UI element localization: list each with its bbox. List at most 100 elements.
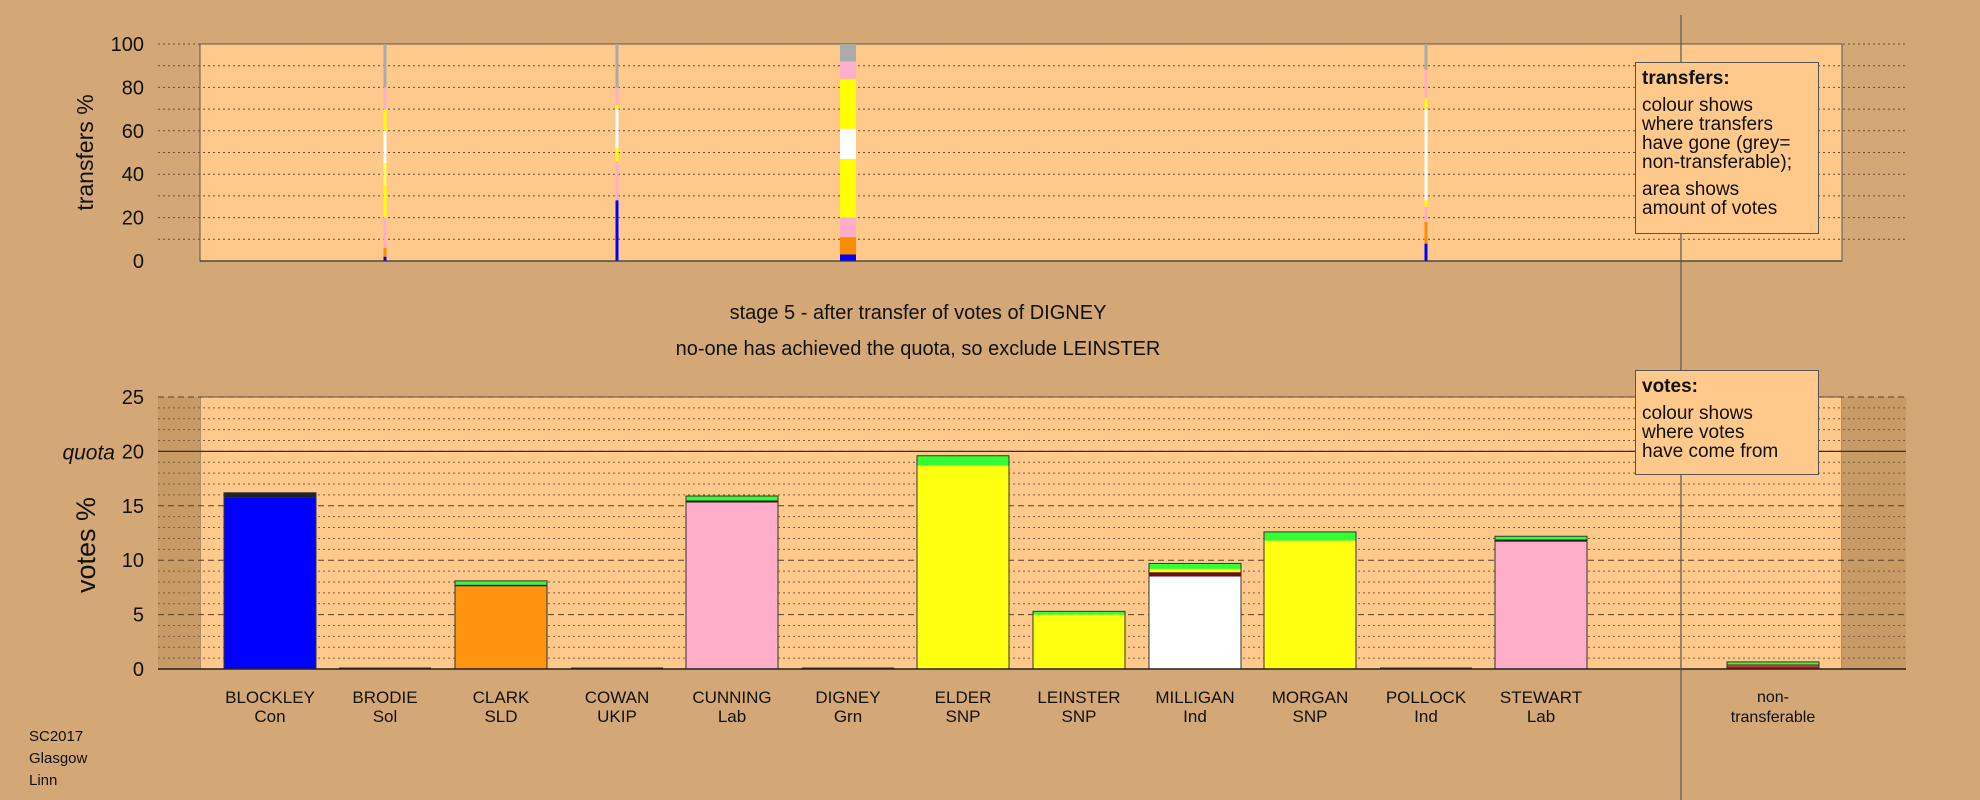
stage-caption: stage 5 - after transfer of votes of DIG… (729, 302, 1107, 324)
transfer-bar-segment (840, 61, 856, 79)
votes-tick-label: 10 (122, 550, 144, 572)
transfer-bar-segment (615, 109, 619, 149)
transfers-legend-line: colour shows (1642, 95, 1753, 116)
vote-bar-segment (1495, 539, 1587, 542)
transfers-legend-line: have gone (grey= (1642, 133, 1791, 154)
votes-legend-title: votes: (1642, 376, 1698, 397)
quota-label: quota (62, 441, 115, 464)
vote-bar-segment (1149, 568, 1241, 573)
transfer-bar-segment (840, 159, 856, 218)
source-line: Linn (29, 772, 58, 789)
votes-panel: 0 5 10 15 20 25 quota votes % (62, 387, 1906, 681)
candidate-party-label: Ind (1183, 707, 1207, 726)
transfer-bar-segment (840, 44, 856, 62)
transfers-legend: transfers: colour shows where transfers … (1635, 62, 1819, 234)
candidate-name-label: BRODIE (352, 688, 417, 707)
votes-plot-area (199, 396, 1843, 670)
transfer-bar-segment (383, 109, 387, 131)
vote-bar-segment (1264, 531, 1356, 541)
transfer-bar-segment (383, 130, 387, 164)
candidate-party-label: SNP (1293, 707, 1328, 726)
votes-outer-band-right (1842, 397, 1906, 669)
transfers-panel: 0 20 40 60 80 100 transfers % (72, 34, 1906, 273)
votes-tick-label: 5 (133, 605, 144, 627)
candidate-party-label: Lab (1527, 707, 1555, 726)
vote-bar-segment (1727, 661, 1819, 665)
transfers-legend-title: transfers: (1642, 68, 1730, 89)
vote-bar-segment (1149, 572, 1241, 577)
vote-bar-segment (1264, 540, 1356, 669)
vote-bar-segment (1033, 614, 1125, 669)
votes-legend-line: have come from (1642, 441, 1779, 462)
transfers-legend-line: non-transferable); (1642, 152, 1792, 173)
candidate-party-label: Grn (834, 707, 862, 726)
transfer-bar-segment (615, 148, 619, 162)
vote-bar-segment (1149, 563, 1241, 569)
vote-bar-segment (917, 455, 1009, 466)
vote-bar-segment (455, 580, 547, 585)
transfer-bar-segment (383, 185, 387, 218)
votes-tick-label: 25 (122, 387, 144, 409)
transfer-bar-segment (1424, 98, 1428, 110)
transfer-bar-segment (615, 44, 619, 88)
transfer-bar-segment (383, 87, 387, 110)
vote-bar-segment (224, 492, 316, 498)
transfer-bar-segment (1424, 44, 1428, 71)
transfers-tick-label: 0 (133, 251, 144, 273)
vote-bar-segment (1727, 666, 1819, 669)
candidate-name-label: CLARK (473, 688, 530, 707)
candidate-party-label: Sol (373, 707, 398, 726)
transfer-bar-segment (840, 217, 856, 238)
candidate-party-label: Con (254, 707, 285, 726)
vote-bar-segment (917, 465, 1009, 669)
transfers-legend-line: where transfers (1642, 114, 1773, 135)
vote-bar-segment (455, 586, 547, 669)
transfer-bar-segment (615, 200, 619, 261)
vote-bar-segment (1495, 541, 1587, 669)
transfers-tick-label: 60 (122, 121, 144, 143)
transfer-bar-segment (383, 247, 387, 257)
transfers-plot-area (199, 43, 1843, 262)
vote-bar-segment (686, 496, 778, 501)
transfer-bar-segment (1424, 221, 1428, 244)
transfer-bar-segment (615, 87, 619, 105)
non-transferable-label: non- (1757, 689, 1789, 706)
transfer-bar-segment (383, 256, 387, 261)
vote-bar-segment (1033, 611, 1125, 615)
candidate-party-label: SNP (1062, 707, 1097, 726)
candidate-name-label: BLOCKLEY (225, 688, 315, 707)
candidate-name-label: ELDER (935, 688, 992, 707)
candidate-party-label: UKIP (597, 707, 637, 726)
vote-bar-segment (1727, 664, 1819, 667)
candidate-name-label: POLLOCK (1386, 688, 1467, 707)
transfer-bar-segment (1424, 70, 1428, 99)
transfers-tick-label: 40 (122, 164, 144, 186)
votes-outer-band-left (158, 397, 200, 669)
votes-legend-line: where votes (1642, 422, 1745, 443)
transfer-bar-segment (840, 78, 856, 129)
vote-bar-segment (455, 584, 547, 587)
transfer-bar-segment (840, 237, 856, 255)
transfer-bar-segment (615, 161, 619, 201)
source-label: SC2017 Glasgow Linn (29, 726, 87, 792)
candidate-party-label: Ind (1414, 707, 1438, 726)
transfer-bar-segment (383, 44, 387, 88)
votes-y-axis-label: votes % (71, 497, 101, 593)
transfer-bar-segment (383, 163, 387, 186)
vote-bar-segment (686, 500, 778, 503)
transfer-bar-segment (1424, 200, 1428, 207)
candidate-name-label: STEWART (1500, 688, 1582, 707)
transfer-bar-segment (1424, 243, 1428, 261)
votes-tick-label: 0 (133, 659, 144, 681)
transfer-bar-segment (615, 104, 619, 110)
candidate-name-label: MORGAN (1272, 688, 1349, 707)
source-line: Glasgow (29, 750, 88, 767)
candidate-name-label: LEINSTER (1037, 688, 1120, 707)
vote-bar-segment (1149, 576, 1241, 669)
candidate-party-label: SLD (484, 707, 517, 726)
candidate-name-label: COWAN (585, 688, 650, 707)
transfer-bar-segment (383, 217, 387, 248)
